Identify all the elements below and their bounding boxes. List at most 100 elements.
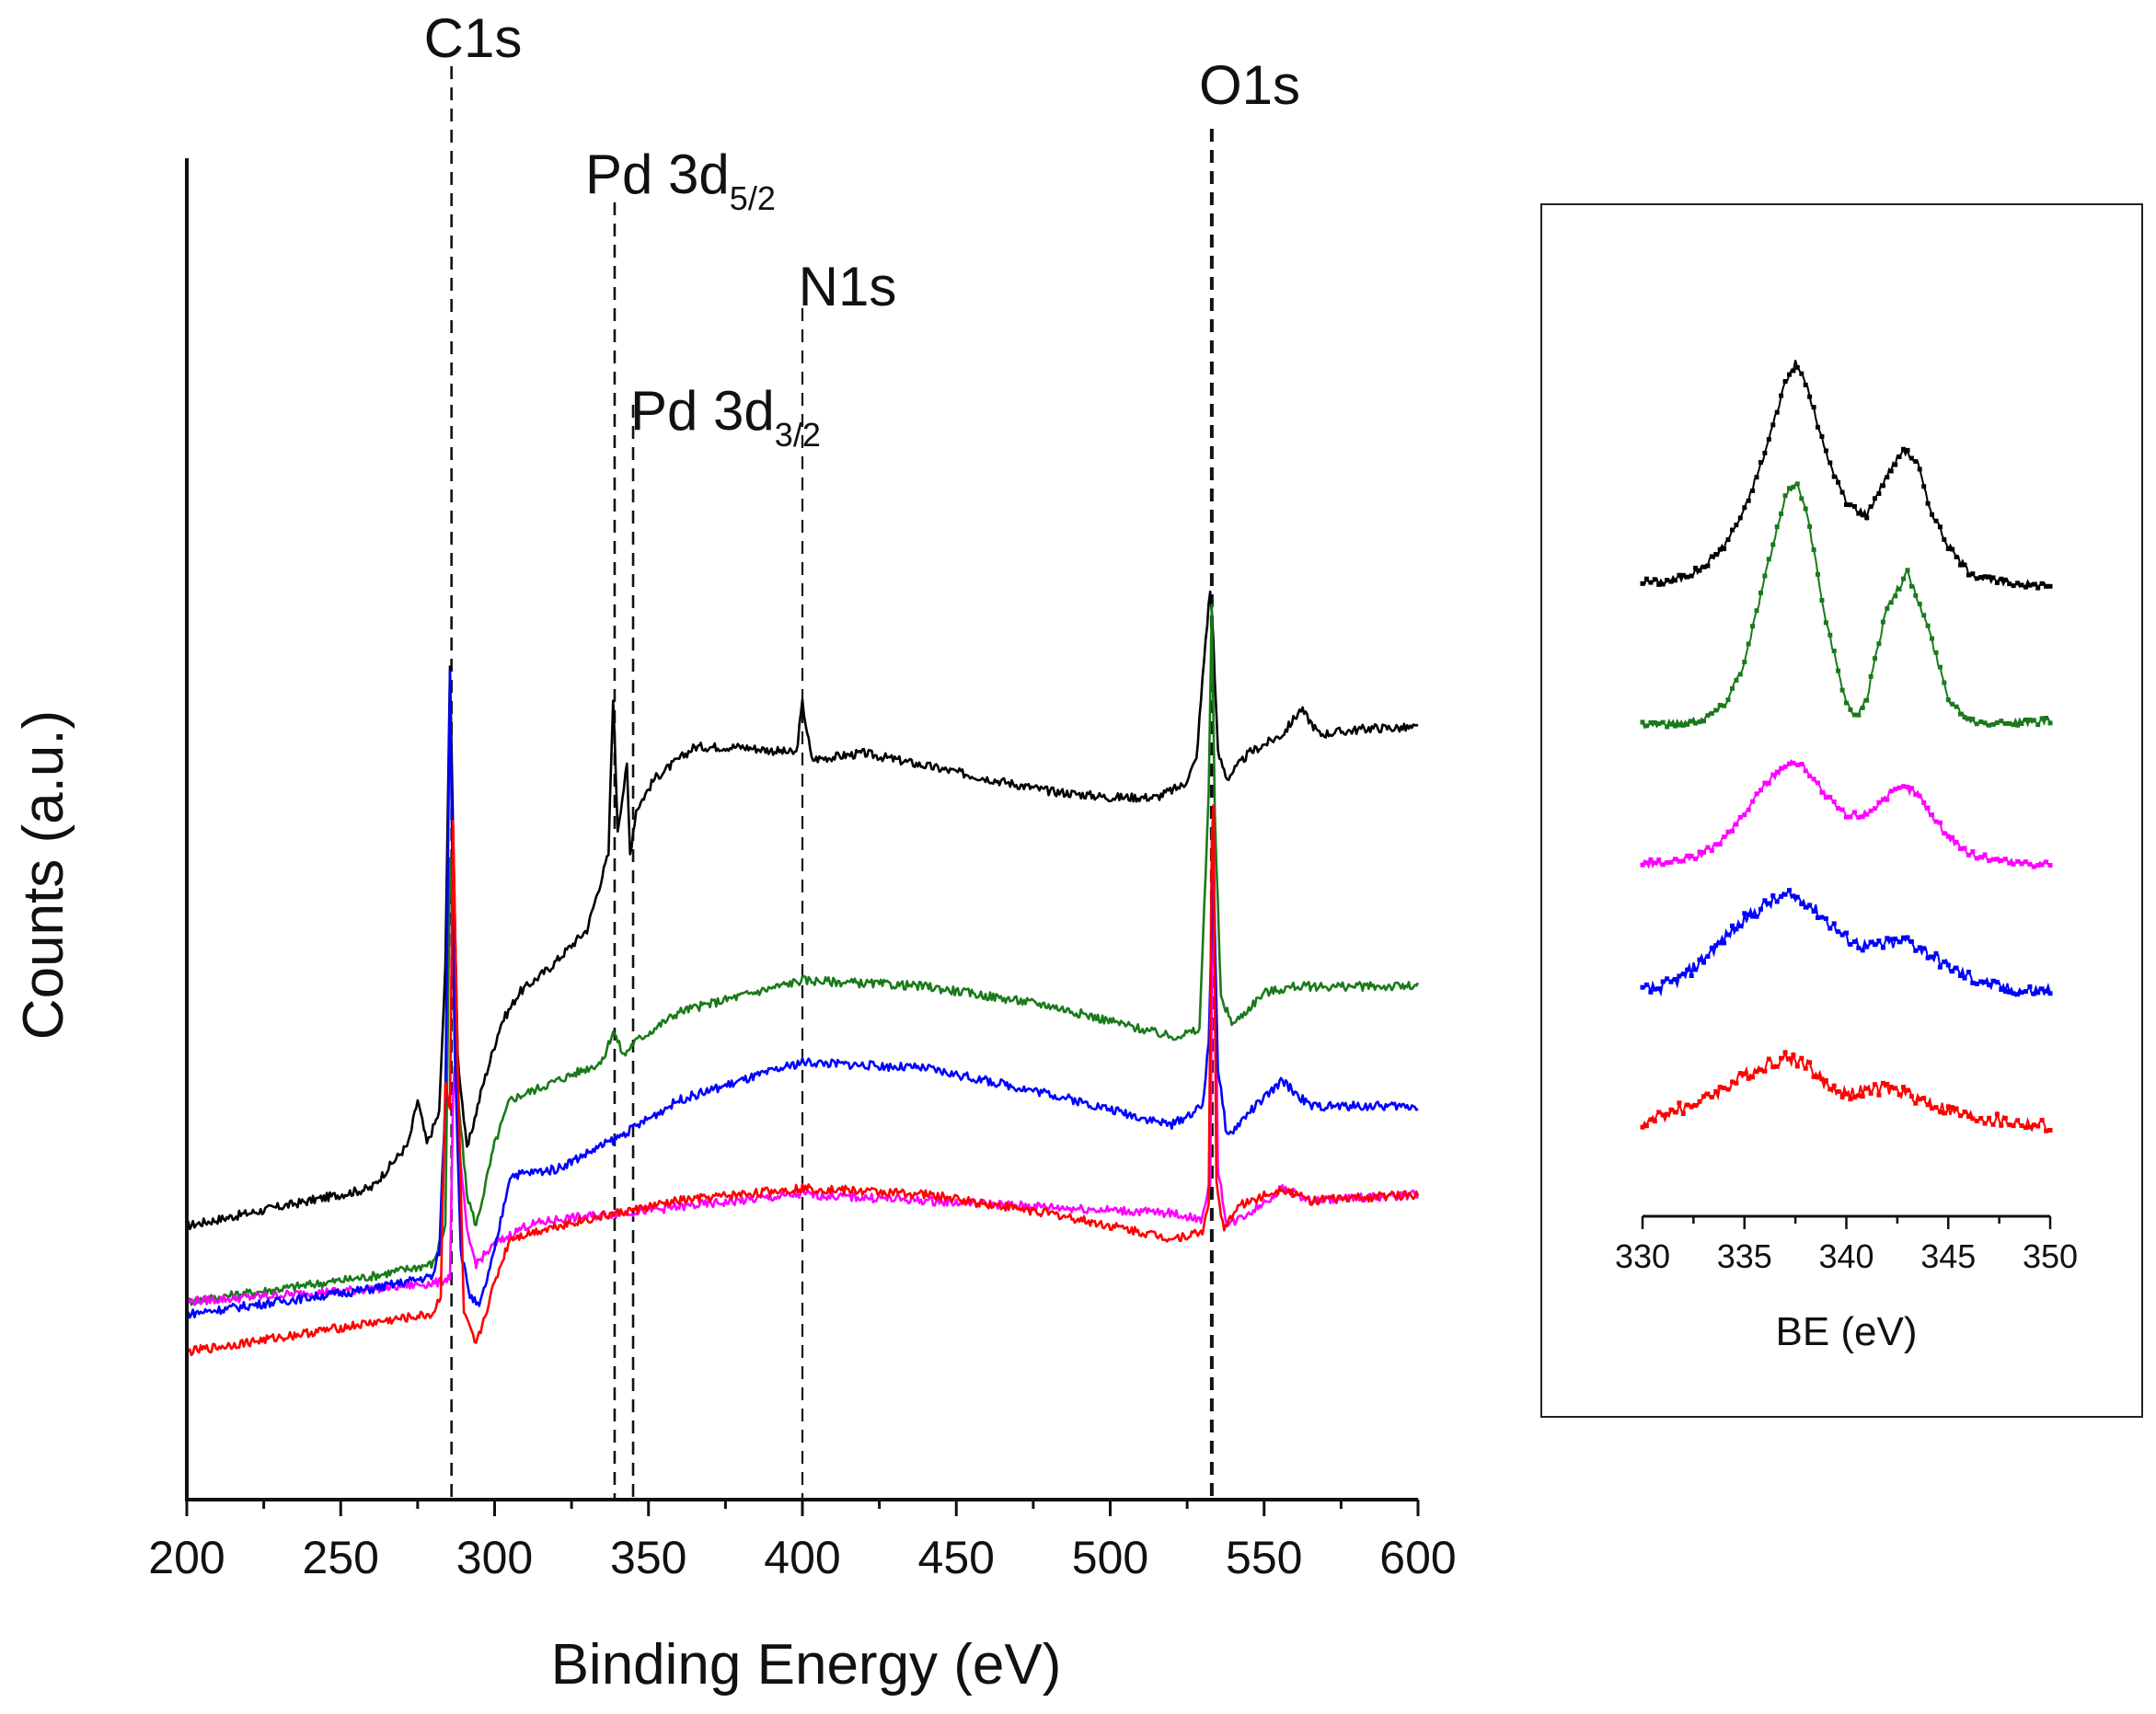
inset-point: [1876, 641, 1882, 647]
inset-point: [1945, 697, 1951, 703]
inset-point: [1987, 857, 1992, 863]
inset-point: [1770, 1064, 1776, 1070]
inset-point: [1885, 936, 1890, 941]
inset-point: [2002, 989, 2008, 994]
inset-point: [1860, 512, 1865, 518]
peak-labels: C1s Pd 3d5/2 Pd 3d3/2 N1s O1s: [424, 7, 1300, 454]
inset-point: [1933, 518, 1939, 523]
inset-point: [1705, 563, 1711, 569]
inset-point: [1701, 719, 1706, 724]
inset-point: [1730, 527, 1735, 533]
inset-point: [1958, 1113, 1963, 1119]
inset-point: [1648, 719, 1654, 725]
inset-point: [1725, 1087, 1731, 1092]
inset-point: [1962, 975, 1967, 981]
main-x-tick-label: 550: [1226, 1532, 1302, 1583]
inset-point: [1873, 942, 1877, 948]
inset-point: [1730, 1079, 1735, 1085]
inset-point: [1685, 853, 1690, 858]
inset-point: [1913, 592, 1919, 598]
inset-point: [1705, 954, 1711, 960]
inset-point: [1950, 969, 1955, 974]
main-x-tick-label: 400: [764, 1532, 840, 1583]
inset-point: [1713, 1088, 1719, 1094]
inset-point: [1913, 948, 1919, 953]
inset-point: [1640, 581, 1645, 586]
inset-point: [2019, 1123, 2024, 1128]
inset-point: [1836, 806, 1841, 811]
inset-point: [1656, 986, 1662, 992]
inset-point: [1799, 371, 1804, 376]
inset-point: [1693, 967, 1699, 972]
inset-point: [1990, 978, 1996, 984]
inset-point: [1974, 721, 1979, 727]
inset-point: [1831, 799, 1837, 804]
inset-point: [1885, 475, 1890, 480]
inset-point: [1677, 722, 1682, 728]
inset-point: [1827, 632, 1833, 638]
inset-x-tick-label: 350: [2023, 1237, 2078, 1275]
inset-point: [1925, 955, 1931, 961]
inset-point: [2047, 583, 2053, 589]
inset-point: [1868, 939, 1874, 945]
inset-point: [2015, 722, 2021, 728]
inset-point: [1648, 857, 1654, 862]
inset-point: [1905, 784, 1910, 789]
inset-point: [1668, 579, 1674, 584]
inset-point: [1665, 578, 1670, 583]
inset-point: [1685, 574, 1690, 580]
inset-point: [1668, 1107, 1674, 1112]
inset-point: [1713, 552, 1719, 557]
inset-point: [1868, 808, 1874, 813]
inset-point: [1668, 979, 1674, 984]
inset-point: [1836, 929, 1841, 935]
inset-point: [1791, 1053, 1796, 1058]
inset-point: [1656, 721, 1662, 727]
inset-point: [2011, 722, 2016, 728]
inset-point: [1811, 776, 1816, 782]
inset-point: [1908, 938, 1914, 944]
inset-point: [1864, 811, 1870, 817]
inset-point: [2019, 861, 2024, 867]
inset-point: [1901, 1085, 1906, 1090]
main-y-axis-label: Counts (a.u.): [12, 710, 75, 1040]
inset-point: [1705, 845, 1711, 850]
inset-point: [1794, 1064, 1800, 1069]
inset-point: [1901, 446, 1906, 452]
inset-point: [1917, 1097, 1922, 1102]
inset-point: [1652, 986, 1657, 992]
inset-point: [1831, 474, 1837, 479]
inset-point: [2044, 859, 2049, 865]
inset-point: [1754, 1069, 1759, 1075]
inset-point: [1640, 719, 1645, 725]
inset-point: [1885, 1082, 1890, 1087]
inset-point: [2031, 718, 2036, 723]
inset-point: [1999, 576, 2004, 581]
inset-point: [1958, 973, 1963, 978]
inset-point: [1885, 797, 1890, 802]
inset-point: [1897, 586, 1902, 592]
inset-point: [1779, 511, 1784, 516]
inset-point: [1819, 434, 1825, 439]
inset-point: [1722, 703, 1727, 708]
main-x-tick-label: 450: [918, 1532, 995, 1583]
inset-point: [2035, 990, 2041, 995]
inset-point: [1970, 980, 1976, 985]
inset-point: [2007, 860, 2012, 866]
inset-markers-black: [1640, 364, 2053, 591]
inset-point: [1697, 957, 1702, 962]
inset-point: [1672, 857, 1678, 862]
inset-point: [1660, 862, 1666, 868]
inset-point: [1917, 793, 1922, 799]
inset-point: [1987, 983, 1992, 987]
inset-point: [1746, 1076, 1751, 1081]
inset-point: [1787, 1056, 1792, 1062]
inset-markers-green: [1640, 481, 2053, 730]
inset-point: [1831, 649, 1837, 653]
inset-point: [1791, 368, 1796, 374]
inset-point: [2039, 862, 2045, 868]
inset-point: [1734, 926, 1739, 932]
inset-point: [1913, 1100, 1919, 1106]
inset-point: [1648, 1117, 1654, 1122]
inset-point: [1672, 723, 1678, 729]
